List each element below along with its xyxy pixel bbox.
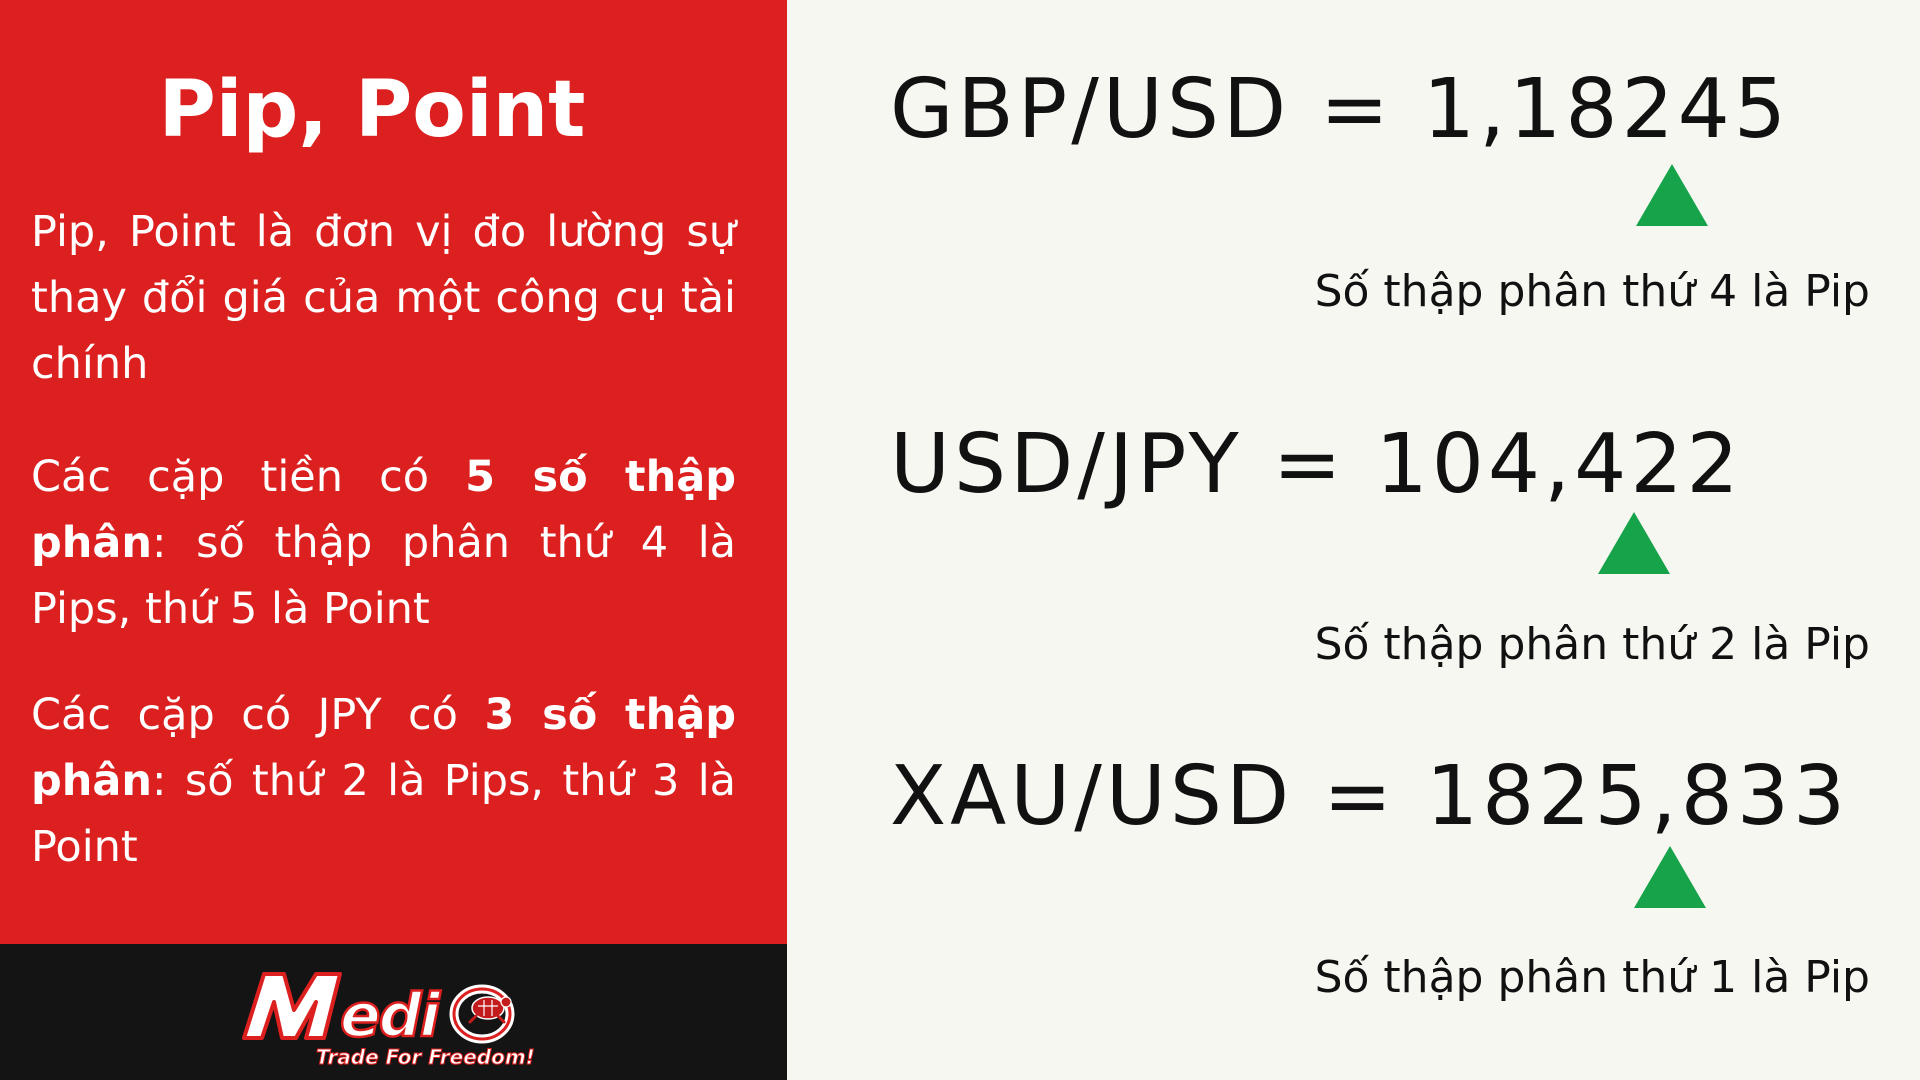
xauusd-quote: XAU/USD = 1825,833: [890, 749, 1850, 844]
usdjpy-pip-note: Số thập phân thứ 2 là Pip: [1314, 619, 1870, 670]
panel-title: Pip, Point: [158, 65, 586, 155]
medio-logo: edi Trade For Freedom!: [242, 972, 535, 1070]
xauusd-pip-note: Số thập phân thứ 1 là Pip: [1314, 952, 1870, 1003]
five-decimal-suffix: : số thập phân thứ 4 là Pips, thứ 5 là P…: [31, 518, 736, 634]
five-decimal-bold: 5 số thập phân: [31, 452, 736, 568]
gbpusd-pip-note: Số thập phân thứ 4 là Pip: [1314, 266, 1870, 317]
jpy-decimal-prefix: Các cặp có JPY có: [31, 690, 485, 740]
info-panel: Pip, Point Pip, Point là đơn vị đo lường…: [0, 0, 787, 944]
up-triangle-icon: [1636, 164, 1708, 226]
usdjpy-quote: USD/JPY = 104,422: [890, 417, 1743, 512]
definition-text: Pip, Point là đơn vị đo lường sự thay đổ…: [31, 207, 736, 389]
logo-footer: edi Trade For Freedom!: [0, 944, 787, 1080]
up-triangle-icon: [1598, 512, 1670, 574]
turtle-icon: [449, 984, 515, 1044]
five-decimal-prefix: Các cặp tiền có: [31, 452, 466, 502]
gbpusd-quote: GBP/USD = 1,18245: [890, 62, 1791, 157]
logo-tagline: Trade For Freedom!: [316, 1045, 535, 1069]
jpy-decimal-bold: 3 số thập phân: [31, 690, 736, 806]
jpy-decimal-text: Các cặp có JPY có 3 số thập phân: số thứ…: [31, 682, 736, 880]
jpy-decimal-suffix: : số thứ 2 là Pips, thứ 3 là Point: [31, 756, 736, 872]
svg-text:edi: edi: [340, 981, 442, 1051]
up-triangle-icon: [1634, 846, 1706, 908]
five-decimal-text: Các cặp tiền có 5 số thập phân: số thập …: [31, 444, 736, 642]
